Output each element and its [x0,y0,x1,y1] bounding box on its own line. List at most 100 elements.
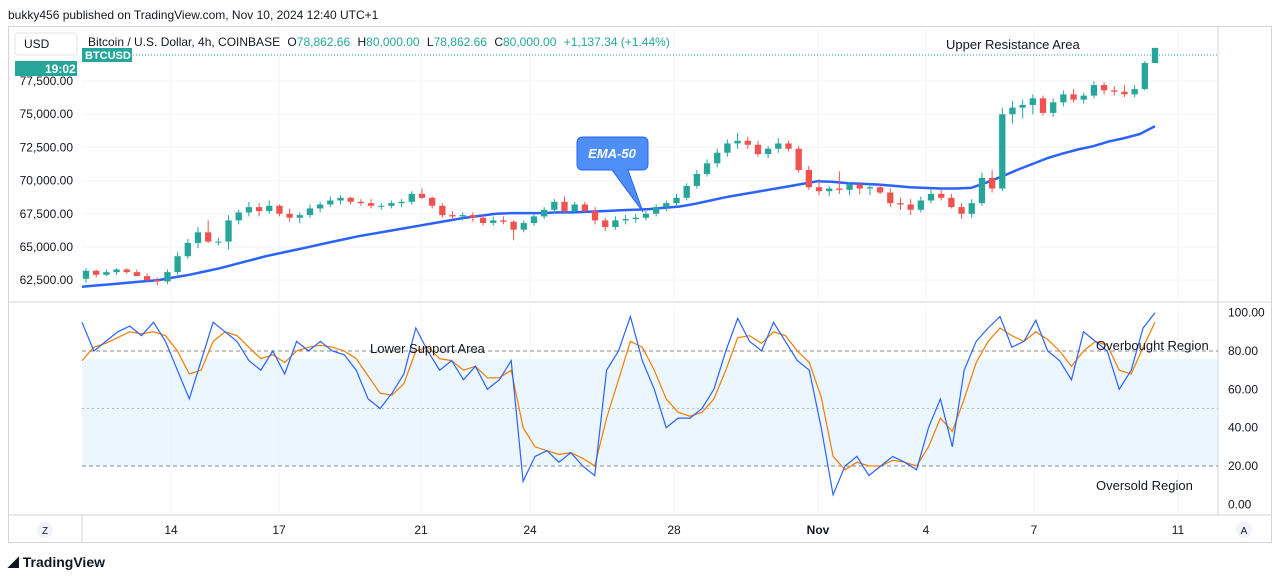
publisher-header: bukky456 published on TradingView.com, N… [8,8,379,22]
upper-resistance-annotation: Upper Resistance Area [946,37,1080,52]
candle-body [856,184,863,189]
candle-body [1141,63,1148,90]
low-value: 78,862.66 [434,35,488,49]
time-tick-label: Nov [807,523,830,537]
currency-button-label: USD [24,37,50,51]
chart-frame [8,26,1272,543]
candle-body [938,193,945,198]
tradingview-logo-icon: ◢ [8,553,19,569]
candle-body [500,220,507,222]
time-tick-label: 4 [923,523,930,537]
candle-body [785,143,792,149]
stoch-axis: 100.00 80.00 60.00 40.00 20.00 0.00 [1228,306,1265,512]
close-label: C [494,35,503,49]
candle-body [1121,91,1128,95]
candle-body [428,197,436,206]
overbought-annotation: Overbought Region [1096,338,1209,353]
footer-brand: ◢ TradingView [8,553,105,570]
stoch-tick-label: 20.00 [1228,459,1258,473]
open-value: 78,862.66 [297,35,351,49]
stoch-levels [82,350,1218,467]
candle-body [194,232,202,243]
candle-body [876,187,884,193]
time-tick-label: 11 [1172,523,1185,537]
timezone-button-label: Z [42,526,48,537]
candle-body [663,203,670,208]
candle-body [632,217,639,220]
candle-body [143,276,151,281]
candle-body [1029,98,1036,105]
price-tick-label: 70,000.00 [20,174,74,188]
candle-body [764,148,772,155]
oversold-annotation: Oversold Region [1096,478,1193,493]
candle-body [744,140,751,145]
candle-body [703,163,711,174]
lower-support-annotation: Lower Support Area [370,341,486,356]
price-tick-label: 62,500.00 [20,273,74,287]
candle-body [530,216,538,224]
candle-body [286,213,293,218]
candle-body [133,272,141,277]
auto-scale-button[interactable] [1236,522,1252,538]
symbol-name: Bitcoin / U.S. Dollar, 4h, COINBASE [88,35,280,49]
stoch-tick-label: 0.00 [1228,497,1252,511]
candle-body [581,204,589,212]
time-tick-label: 17 [272,523,286,537]
candle-body [612,220,619,228]
price-tick-label: 77,500.00 [20,74,74,88]
price-tick-label: 67,500.00 [20,207,74,221]
candle-body [469,215,477,218]
candle-body [1090,85,1098,96]
candle-body [235,212,242,221]
candle-body [317,204,324,209]
time-tick-label: 24 [523,523,537,537]
candle-body [724,143,731,153]
candle-body [540,209,548,217]
candle-body [276,205,283,214]
candle-body [113,269,120,273]
ticker-tag [82,48,132,62]
currency-button[interactable] [14,32,78,56]
price-tick-label: 72,500.00 [20,140,74,154]
candle-body [347,197,354,202]
candle-body [754,144,762,155]
candle-body [1009,107,1016,115]
candle-body [795,148,802,170]
candle-body [174,256,181,273]
time-tick-label: 14 [164,523,178,537]
candle-body [184,242,191,257]
candle-body [652,207,660,214]
high-value: 80,000.00 [366,35,420,49]
timezone-button[interactable] [37,522,53,538]
price-tick-label: 65,000.00 [20,240,74,254]
candle-body [215,241,222,243]
candle-body [907,204,914,210]
close-value: 80,000.00 [503,35,557,49]
ema50-callout: EMA-50 [576,136,649,213]
candle-body [245,207,253,213]
candle-body [479,217,487,224]
candle-body [673,197,680,204]
candle-body [255,207,263,212]
candle-body [1111,90,1118,92]
candle-body [999,114,1006,189]
candle-body [591,211,599,221]
candle-body [734,140,741,144]
candle-body [1100,85,1108,91]
candle-body [439,205,446,216]
candle-body [449,215,456,217]
candle-body [337,197,344,201]
auto-scale-button-label: A [1241,526,1248,537]
candle-body [978,177,986,204]
time-tick-label: 28 [667,523,681,537]
time-tick-label: 21 [414,523,428,537]
stoch-tick-label: 100.00 [1228,306,1265,320]
candle-body [988,177,996,189]
candle-body [205,232,212,242]
candle-body [622,219,629,221]
candle-body [296,215,303,218]
candle-body [927,193,935,201]
candle-body [327,200,334,205]
candle-body [378,205,385,207]
